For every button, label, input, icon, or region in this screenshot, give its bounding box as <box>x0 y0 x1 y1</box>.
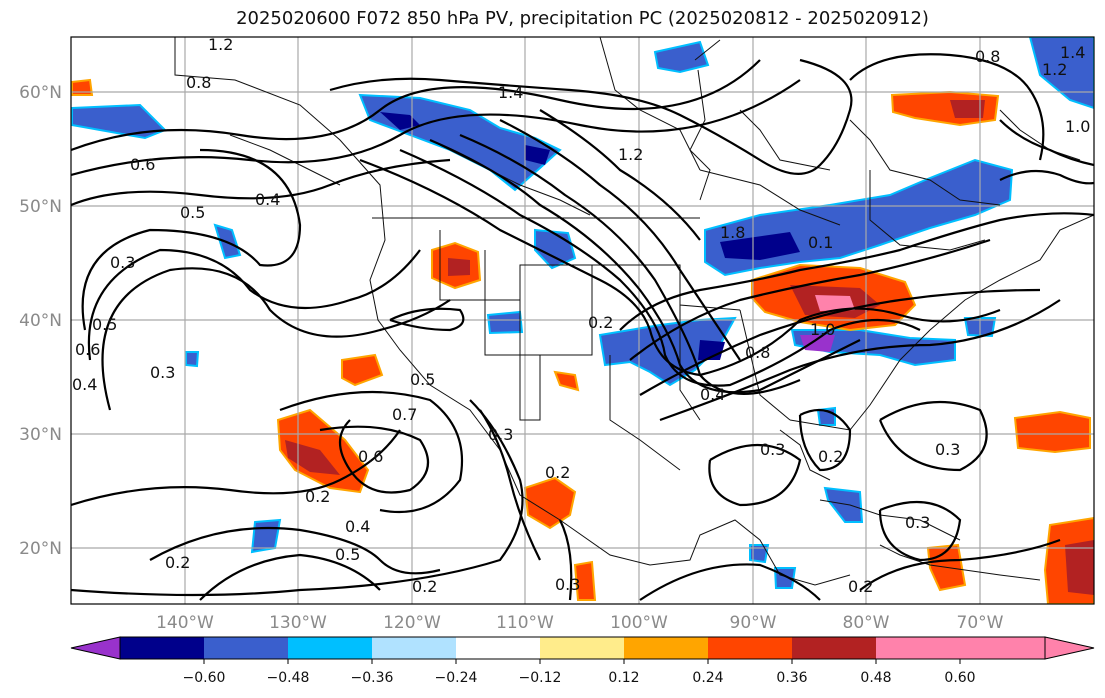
lat-tick-label: 20°N <box>19 539 62 559</box>
contour-label: 0.2 <box>818 447 843 466</box>
contour-label: 0.4 <box>255 190 280 209</box>
contour-label: 1.8 <box>720 223 745 242</box>
pv-contours <box>71 53 1094 601</box>
lon-tick-label: 140°W <box>156 613 214 633</box>
colorbar-segment <box>624 637 708 659</box>
contour-label: 0.3 <box>760 440 785 459</box>
colorbar-segment <box>708 637 792 659</box>
lat-tick-label: 60°N <box>19 83 62 103</box>
contour-label: 0.3 <box>110 253 135 272</box>
colorbar-tick-label: −0.48 <box>267 670 310 686</box>
colorbar-tick-label: −0.36 <box>351 670 394 686</box>
colorbar-tick-label: 0.12 <box>608 670 639 686</box>
contour-label: 0.3 <box>935 440 960 459</box>
colorbar-segment <box>120 637 204 659</box>
precip-negative-areas <box>71 37 1094 589</box>
contour-label: 0.2 <box>305 487 330 506</box>
coastlines-borders <box>174 37 1094 586</box>
contour-label: 0.6 <box>75 340 100 359</box>
colorbar-frame <box>119 636 1046 660</box>
colorbar-tick-label: 0.60 <box>944 670 975 686</box>
contour-label: 0.3 <box>150 363 175 382</box>
contour-label: 0.4 <box>700 385 725 404</box>
contour-label: 1.2 <box>208 35 233 54</box>
colorbar-segment <box>960 637 1045 659</box>
colorbar-extend-left <box>70 636 121 660</box>
lon-tick-label: 100°W <box>610 613 668 633</box>
contour-label: 0.1 <box>808 233 833 252</box>
contour-label: 0.4 <box>345 517 370 536</box>
contour-label: 1.0 <box>810 320 835 339</box>
contour-label: 0.8 <box>186 73 211 92</box>
contour-label: 1.4 <box>1060 43 1085 62</box>
contour-label: 0.4 <box>72 375 97 394</box>
colorbar-extend-right <box>1044 636 1095 660</box>
map-frame <box>70 36 1095 605</box>
contour-label: 0.2 <box>412 577 437 596</box>
latitude-ticks: 60°N 50°N 40°N 30°N 20°N <box>19 83 62 559</box>
colorbar-tick-label: 0.36 <box>776 670 807 686</box>
colorbar-tick-label: −0.12 <box>519 670 562 686</box>
lon-tick-label: 130°W <box>269 613 327 633</box>
contour-label: 0.5 <box>410 370 435 389</box>
lon-tick-label: 90°W <box>730 613 777 633</box>
contour-label: 0.5 <box>180 203 205 222</box>
lat-tick-label: 50°N <box>19 197 62 217</box>
colorbar-segment <box>456 637 540 659</box>
contour-label: 1.2 <box>618 145 643 164</box>
colorbar-tick-label: 0.48 <box>860 670 891 686</box>
colorbar-segment <box>792 637 876 659</box>
lon-tick-label: 80°W <box>843 613 890 633</box>
lat-tick-label: 30°N <box>19 425 62 445</box>
contour-label: 0.7 <box>392 405 417 424</box>
colorbar-segment <box>372 637 456 659</box>
contour-label: 0.6 <box>358 447 383 466</box>
contour-label: 1.2 <box>1042 60 1067 79</box>
contour-label: 0.5 <box>92 315 117 334</box>
map-panel: 1.2 0.8 1.4 1.2 0.6 0.4 0.5 0.3 0.5 0.6 … <box>71 35 1094 604</box>
contour-label: 0.2 <box>545 463 570 482</box>
lon-tick-label: 110°W <box>496 613 554 633</box>
contour-label: 0.6 <box>130 155 155 174</box>
longitude-ticks: 140°W 130°W 120°W 110°W 100°W 90°W 80°W … <box>156 613 1004 633</box>
contour-label: 0.2 <box>165 553 190 572</box>
colorbar-segment <box>540 637 624 659</box>
colorbar-tick-label: −0.24 <box>435 670 478 686</box>
contour-label: 0.3 <box>488 425 513 444</box>
lon-tick-label: 70°W <box>957 613 1004 633</box>
contour-label: 1.0 <box>1065 117 1090 136</box>
contour-label: 0.3 <box>555 575 580 594</box>
colorbar-segment <box>876 637 960 659</box>
colorbar-segment <box>204 637 288 659</box>
colorbar-tick-label: 0.24 <box>692 670 723 686</box>
lon-tick-label: 120°W <box>383 613 441 633</box>
contour-label: 0.3 <box>905 513 930 532</box>
contour-label: 0.8 <box>745 343 770 362</box>
map-title: 2025020600 F072 850 hPa PV, precipitatio… <box>236 8 929 29</box>
precip-positive-areas <box>71 78 1094 604</box>
contour-label: 0.2 <box>848 577 873 596</box>
contour-label: 0.2 <box>588 313 613 332</box>
colorbar-tick-label: −0.60 <box>183 670 226 686</box>
colorbar: −0.60 −0.48 −0.36 −0.24 −0.12 0.12 0.24 … <box>70 636 1095 686</box>
lat-tick-label: 40°N <box>19 311 62 331</box>
contour-label: 0.8 <box>975 47 1000 66</box>
pv-contour-labels: 1.2 0.8 1.4 1.2 0.6 0.4 0.5 0.3 0.5 0.6 … <box>72 35 1090 596</box>
colorbar-segment <box>288 637 372 659</box>
colorbar-tickmarks <box>203 659 961 664</box>
contour-label: 0.5 <box>335 545 360 564</box>
contour-label: 1.4 <box>498 83 523 102</box>
